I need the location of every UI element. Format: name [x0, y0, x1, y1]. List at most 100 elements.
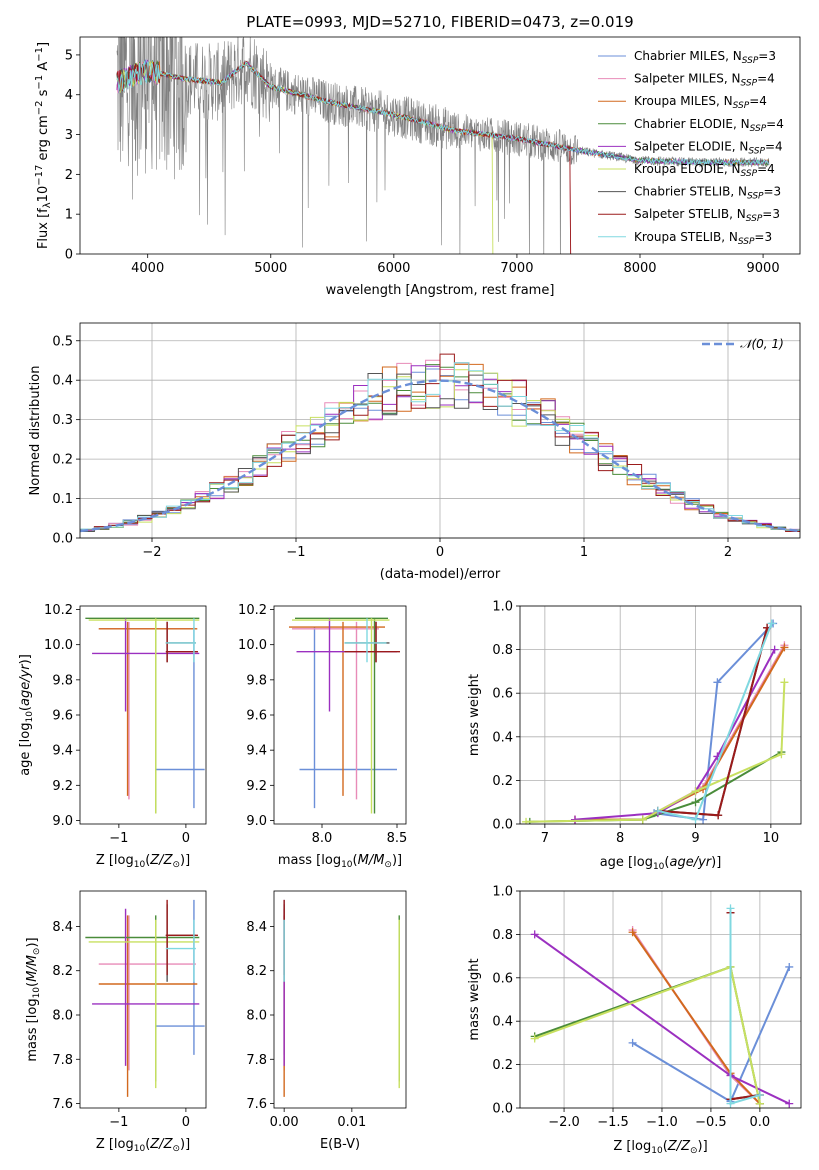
- mass_vs_Z-ylabel-part: (: [25, 982, 40, 987]
- y-tick-label: 0.2: [492, 1058, 513, 1073]
- y-tick-label: 0.4: [492, 730, 513, 745]
- mass_vs_Z-xlabel-part: Z [log: [96, 1137, 134, 1152]
- x-tick-label: −1: [109, 831, 128, 846]
- legend-entry: Chabrier STELIB, NSSP=3: [634, 185, 781, 202]
- residuals-plot-area: [80, 353, 800, 533]
- weight-marker: [628, 928, 637, 937]
- y-tick-label: 1.0: [492, 885, 513, 900]
- spectrum-model-line: [116, 60, 572, 254]
- spectrum-ylabel-part: −2: [34, 100, 45, 115]
- y-tick-label: 10.2: [44, 603, 73, 618]
- age_vs_Z-xlabel-part: )]: [180, 853, 190, 868]
- y-tick-label: 1: [65, 208, 73, 223]
- weight_vs_age-frame: [519, 605, 802, 825]
- age_vs_Z-xlabel-part: (: [145, 853, 150, 868]
- age_vs_mass-xlabel-part: (: [353, 853, 358, 868]
- x-tick-label: 6000: [377, 261, 410, 276]
- y-tick-label: 9.4: [246, 744, 267, 759]
- legend-entry: Salpeter ELODIE, NSSP=4: [634, 139, 783, 156]
- age_vs_Z-ylabel-part: 10: [25, 711, 35, 723]
- y-tick-label: 10.0: [238, 638, 267, 653]
- x-tick-label: 10: [763, 831, 780, 846]
- age_vs_Z-xlabel-part: Z/Z: [149, 853, 173, 868]
- spectrum-ylabel-part: −1: [34, 75, 45, 90]
- legend-entry-part: SSP: [742, 56, 759, 66]
- weight-marker: [726, 1099, 735, 1108]
- weight-marker: [785, 962, 794, 971]
- y-tick-label: 0.5: [52, 334, 73, 349]
- x-tick-label: 4000: [131, 261, 164, 276]
- mass_vs_Z-ylabel-part: M/M: [25, 955, 40, 982]
- x-tick-label: 0: [436, 545, 444, 560]
- y-tick-label: 7.6: [52, 1097, 73, 1112]
- age_vs_Z-xlabel-part: Z [log: [96, 853, 134, 868]
- weight_vs_age-xlabel-part: 10: [653, 862, 665, 872]
- legend-entry: Kroupa STELIB, NSSP=3: [634, 230, 772, 247]
- age_vs_Z-xlabel: Z [log10(Z/Z⊙)]: [96, 853, 190, 870]
- legend-entry-part: Kroupa ELODIE, N: [634, 162, 741, 176]
- x-tick-label: 0.01: [337, 1115, 366, 1130]
- mass_vs_ebv-frame: [273, 890, 407, 1109]
- legend-entry-part: =3: [762, 207, 780, 221]
- age_vs_mass-xlabel-part: 10: [341, 860, 353, 870]
- legend-entry-part: =4: [765, 139, 783, 153]
- age_vs_Z-ylabel-part: age [log: [18, 723, 33, 776]
- x-tick-label: 0.0: [750, 1115, 771, 1130]
- y-tick-label: 8.0: [52, 1009, 73, 1024]
- mass_vs_Z-xlabel-part: (: [145, 1137, 150, 1152]
- legend-entry-part: Chabrier STELIB, N: [634, 185, 747, 199]
- age_vs_mass-xlabel-part: mass [log: [278, 853, 341, 868]
- legend-entry-part: SSP: [738, 237, 755, 247]
- y-tick-label: 9.0: [246, 814, 267, 829]
- x-tick-label: 8.0: [312, 831, 333, 846]
- y-tick-label: 4: [65, 88, 73, 103]
- weight-marker: [777, 750, 786, 759]
- y-tick-label: 0.4: [492, 1015, 513, 1030]
- weight-marker: [691, 815, 700, 824]
- x-tick-label: 0: [182, 831, 190, 846]
- weight_vs_age-axes: [520, 605, 801, 825]
- mass_vs_Z-ylabel-part: 10: [32, 987, 42, 999]
- age_vs_mass-xlabel-part: M/M: [358, 853, 385, 868]
- legend-entry-part: =4: [757, 72, 775, 86]
- legend-entry-part: SSP: [748, 146, 765, 156]
- weight_vs_age-xlabel-part: age/yr: [669, 855, 712, 870]
- age_vs_Z-ylabel: age [log10(age/yr)]: [18, 654, 35, 776]
- spectrum-ylabel-part: −17: [34, 165, 45, 186]
- y-tick-label: 0.4: [52, 374, 73, 389]
- y-tick-label: 8.0: [246, 1009, 267, 1024]
- mass_vs_Z-xlabel-part: 10: [134, 1144, 146, 1154]
- legend-entry-part: Kroupa STELIB, N: [634, 230, 738, 244]
- mass_vs_Z-ylabel-part: ⊙: [32, 948, 42, 956]
- mass_vs_Z-xlabel: Z [log10(Z/Z⊙)]: [96, 1137, 190, 1154]
- weight-marker: [530, 1034, 539, 1043]
- weight_vs_age-xlabel-part: )]: [711, 855, 721, 870]
- weight-marker: [780, 643, 789, 652]
- weight-line: [653, 622, 774, 821]
- weight_vs_Z-axes: [520, 890, 801, 1109]
- spectrum-ylabel-part: erg cm: [36, 115, 51, 164]
- weight-marker: [780, 678, 789, 687]
- weight_vs_Z-plot-area: [530, 904, 794, 1108]
- x-tick-label: −1.5: [597, 1115, 629, 1130]
- y-tick-label: 9.8: [52, 673, 73, 688]
- legend-entry: 𝒩(0, 1): [740, 337, 784, 351]
- age_vs_mass-xlabel-part: ⊙: [384, 860, 392, 870]
- spectrum-ylabel-part: Flux [f: [36, 208, 51, 249]
- x-tick-label: −1.0: [646, 1115, 678, 1130]
- x-tick-label: 7000: [500, 261, 533, 276]
- x-tick-label: 8.5: [387, 831, 408, 846]
- weight-marker: [699, 815, 708, 824]
- spectrum-ylabel: Flux [fλ10−17 erg cm−2 s−1 A−1]: [34, 42, 53, 249]
- age_vs_Z-plot-area: [85, 617, 205, 814]
- y-tick-label: 9.4: [52, 744, 73, 759]
- mass_vs_Z-xlabel-part: ⊙: [172, 1144, 180, 1154]
- x-tick-label: −2.0: [548, 1115, 580, 1130]
- y-tick-label: 0.0: [492, 818, 513, 833]
- legend-entry-part: SSP: [733, 101, 750, 111]
- legend-entry-part: Salpeter STELIB, N: [634, 207, 746, 221]
- legend-entry: Salpeter MILES, NSSP=4: [634, 72, 775, 89]
- x-tick-label: 1: [580, 545, 588, 560]
- x-tick-label: −1: [109, 1115, 128, 1130]
